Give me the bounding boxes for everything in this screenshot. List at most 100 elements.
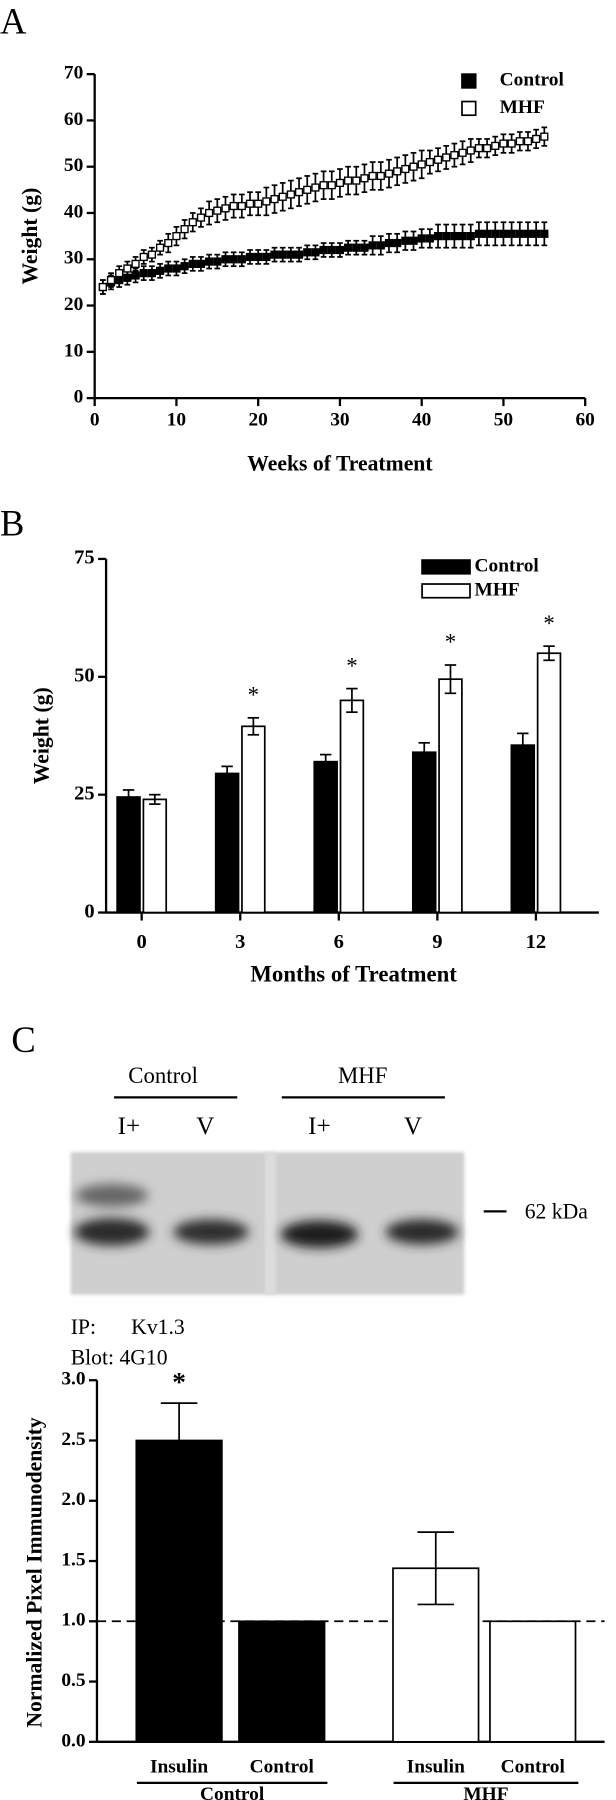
blot-band bbox=[75, 1184, 149, 1207]
x-tick-label: 6 bbox=[334, 931, 344, 953]
lane-label: I+ bbox=[308, 1113, 331, 1140]
data-point bbox=[147, 269, 157, 278]
legend-label: MHF bbox=[500, 97, 545, 118]
data-point bbox=[507, 229, 516, 238]
data-point bbox=[106, 275, 116, 285]
data-point bbox=[442, 153, 451, 162]
data-point bbox=[205, 257, 214, 266]
blot-band bbox=[74, 1218, 150, 1246]
data-point bbox=[327, 245, 336, 255]
data-point bbox=[393, 238, 402, 248]
bar bbox=[438, 678, 463, 914]
ip-label: IP: bbox=[71, 1315, 96, 1339]
western-blot: C Control MHF I+ V I+ V 62 kDa IP: Kv1.3… bbox=[11, 1019, 588, 1370]
data-point bbox=[245, 252, 255, 262]
y-tick-label: 10 bbox=[64, 340, 83, 361]
x-tick-label: 20 bbox=[248, 409, 267, 430]
data-point bbox=[482, 144, 492, 153]
x-tick-label: 0 bbox=[90, 409, 100, 430]
x-tick-label: 0 bbox=[137, 931, 147, 953]
data-point bbox=[319, 245, 328, 255]
data-point bbox=[196, 213, 206, 222]
bar bbox=[238, 1620, 326, 1743]
panel-letter: A bbox=[0, 0, 27, 41]
y-tick-label: 0.0 bbox=[61, 1730, 85, 1751]
bar bbox=[241, 725, 266, 914]
data-point bbox=[417, 160, 426, 169]
y-tick-label: 1.5 bbox=[61, 1549, 85, 1570]
x-tick-label: 30 bbox=[330, 409, 349, 430]
data-point bbox=[205, 208, 214, 218]
bar bbox=[536, 652, 562, 914]
data-point bbox=[213, 206, 222, 215]
x-tick-label: Insulin bbox=[407, 1757, 465, 1778]
data-point bbox=[368, 241, 377, 250]
x-tick-label: 12 bbox=[526, 931, 547, 953]
bar bbox=[135, 1439, 223, 1743]
significance-mark: * bbox=[445, 630, 456, 655]
group-label: Control bbox=[200, 1784, 265, 1800]
data-point bbox=[523, 137, 533, 146]
blot-band bbox=[173, 1219, 249, 1245]
data-point bbox=[131, 271, 140, 280]
data-point bbox=[384, 238, 394, 248]
data-point bbox=[458, 148, 467, 157]
y-tick-label: 0 bbox=[74, 387, 84, 408]
data-point bbox=[155, 266, 165, 275]
data-point bbox=[540, 132, 549, 141]
legend-marker bbox=[461, 100, 477, 117]
data-point bbox=[425, 157, 434, 167]
y-tick-label: 3.0 bbox=[61, 1369, 85, 1390]
data-point bbox=[458, 232, 467, 241]
group-label: Control bbox=[128, 1063, 198, 1088]
y-tick-label: 20 bbox=[64, 294, 83, 315]
data-point bbox=[335, 178, 345, 188]
data-point bbox=[409, 162, 418, 171]
bar bbox=[510, 744, 536, 914]
y-tick-label: 75 bbox=[74, 547, 95, 569]
blot-band bbox=[280, 1220, 359, 1248]
blot-band bbox=[385, 1219, 459, 1245]
significance-mark: * bbox=[543, 611, 554, 636]
data-point bbox=[147, 250, 157, 259]
legend-marker bbox=[421, 583, 471, 599]
data-point bbox=[360, 174, 369, 183]
data-point bbox=[433, 155, 443, 164]
data-point bbox=[286, 250, 295, 259]
data-point bbox=[515, 137, 524, 146]
data-point bbox=[139, 252, 148, 262]
data-point bbox=[237, 201, 246, 211]
data-point bbox=[499, 229, 508, 238]
data-point bbox=[262, 252, 271, 262]
data-point bbox=[352, 243, 361, 252]
data-point bbox=[303, 248, 312, 257]
data-point bbox=[368, 171, 377, 181]
data-point bbox=[344, 176, 353, 185]
data-point bbox=[376, 241, 385, 250]
data-point bbox=[180, 225, 189, 234]
data-point bbox=[221, 204, 230, 213]
data-point bbox=[270, 250, 279, 259]
group-label: MHF bbox=[463, 1784, 508, 1800]
data-point bbox=[499, 139, 508, 148]
data-point bbox=[180, 262, 189, 271]
data-point bbox=[188, 218, 197, 227]
data-point bbox=[425, 234, 434, 243]
x-axis-label: Weeks of Treatment bbox=[247, 451, 433, 475]
x-tick-label: 3 bbox=[235, 931, 245, 953]
data-point bbox=[474, 229, 484, 238]
y-tick-label: 1.0 bbox=[61, 1610, 85, 1631]
data-point bbox=[466, 146, 475, 155]
bar bbox=[142, 798, 168, 914]
data-point bbox=[442, 232, 451, 241]
legend-label: Control bbox=[475, 555, 540, 576]
data-point bbox=[352, 176, 361, 185]
bar bbox=[313, 760, 338, 914]
data-point bbox=[376, 171, 385, 181]
legend-marker bbox=[461, 73, 477, 89]
data-point bbox=[294, 188, 304, 197]
data-point bbox=[482, 229, 492, 238]
y-axis-label: Weight (g) bbox=[18, 188, 42, 285]
y-tick-label: 30 bbox=[64, 248, 83, 269]
